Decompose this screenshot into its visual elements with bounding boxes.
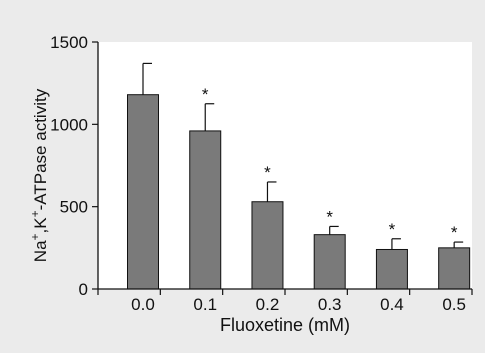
bar-0.2: [251, 201, 284, 290]
bar-0.0: [127, 94, 159, 290]
y-axis-label-part: -ATPase activity: [31, 88, 50, 210]
significance-marker: *: [326, 207, 333, 226]
y-axis-label-superscript: +: [28, 233, 42, 240]
x-tick-label: 0.1: [193, 295, 217, 314]
x-tick-label: 0.0: [131, 295, 155, 314]
y-tick-label: 1000: [50, 115, 88, 134]
plot-area: [98, 42, 472, 289]
y-axis-label: Na+,K+-ATPase activity: [28, 88, 50, 262]
bar-0.1: [189, 130, 222, 290]
x-tick-label: 0.3: [318, 295, 342, 314]
bar-0.5: [438, 247, 471, 290]
y-tick-label: 1500: [50, 33, 88, 52]
significance-marker: *: [264, 163, 271, 182]
y-axis-label-part: ,K: [31, 217, 50, 234]
y-axis-label-part: Na: [31, 240, 50, 262]
x-tick-label: 0.5: [442, 295, 466, 314]
bar-0.3: [313, 234, 346, 290]
significance-marker: *: [389, 220, 396, 239]
y-axis-label-superscript: +: [28, 210, 42, 217]
bar-0.4: [375, 248, 408, 290]
axes-layer: 0.0 0.1 0.2 0.3 0.4 0.5 0 500 1000 1500: [50, 33, 473, 314]
x-tick-label: 0.4: [380, 295, 404, 314]
bars-layer: * * * * *: [127, 62, 471, 290]
significance-marker: *: [451, 223, 458, 242]
y-tick-label: 500: [60, 198, 88, 217]
significance-marker: *: [202, 85, 209, 104]
y-tick-label: 0: [79, 280, 88, 299]
x-axis-label: Fluoxetine (mM): [220, 315, 350, 335]
x-tick-label: 0.2: [256, 295, 280, 314]
